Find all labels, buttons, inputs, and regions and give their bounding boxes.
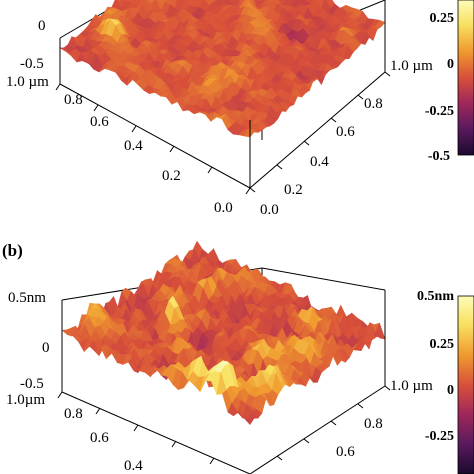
panel-b-colorbar-tick: 0.25 bbox=[430, 337, 455, 352]
panel-b-box-front bbox=[61, 290, 386, 474]
panel-b: (b) 0.5nm 0 -0.5 1.0µm 0.8 0.6 0.4 bbox=[2, 240, 474, 474]
panel-b-y-tick: 0.8 bbox=[64, 406, 83, 422]
panel-b-y-tick: 0.4 bbox=[124, 458, 143, 474]
panel-a-y-tick: 0.8 bbox=[64, 92, 83, 108]
panel-a-y-tick: 1.0 µm bbox=[6, 74, 49, 90]
panel-b-x-tick: 0.6 bbox=[336, 444, 355, 460]
panel-a-y-tick: 0.2 bbox=[162, 168, 181, 184]
panel-a-colorbar bbox=[457, 0, 474, 156]
panel-a-z-tick: 0 bbox=[38, 18, 46, 34]
panel-b-surface bbox=[61, 240, 386, 425]
panel-a-z-tick: -0.5 bbox=[20, 56, 44, 72]
panel-b-x-tick-marks bbox=[276, 385, 391, 461]
panel-b-colorbar-tick: 0.5nm bbox=[417, 289, 454, 304]
panel-a-x-tick: 0.6 bbox=[336, 124, 355, 140]
panel-a-y-tick-marks bbox=[55, 83, 251, 195]
panel-b-z-tick: 0 bbox=[42, 340, 50, 356]
surface-facet bbox=[243, 128, 255, 138]
panel-a-x-tick: 1.0 µm bbox=[390, 58, 433, 74]
panel-b-z-tick: -0.5 bbox=[20, 376, 44, 392]
panel-a-x-tick: 0.2 bbox=[284, 182, 303, 198]
panel-a-colorbar-tick: 0.25 bbox=[430, 11, 455, 26]
panel-b-colorbar bbox=[457, 295, 474, 474]
panel-a-y-tick: 0.6 bbox=[90, 114, 109, 130]
panel-a-x-tick-marks bbox=[249, 71, 391, 193]
panel-b-z-tick: 0.5nm bbox=[8, 290, 46, 306]
panel-a-box-front bbox=[59, 0, 386, 189]
panel-b-x-tick: 0.8 bbox=[364, 416, 383, 432]
panel-a-colorbar-tick: -0.5 bbox=[428, 149, 450, 164]
panel-b-colorbar-tick: 0 bbox=[447, 383, 454, 398]
panel-b-y-tick: 1.0µm bbox=[6, 392, 45, 408]
panel-b-label: (b) bbox=[2, 241, 23, 260]
panel-b-x-tick: 1.0 µm bbox=[390, 378, 433, 394]
panel-b-y-tick-marks bbox=[57, 391, 215, 465]
panel-a-colorbar-tick: -0.25 bbox=[425, 104, 454, 119]
panel-a-x-tick: 0.4 bbox=[310, 154, 329, 170]
panel-a-y-tick: 0.4 bbox=[124, 138, 143, 154]
panel-a: 0 -0.5 1.0 µm 0.8 0.6 0.4 0.2 0.0 1.0 µm… bbox=[6, 0, 474, 218]
panel-b-y-tick: 0.6 bbox=[90, 430, 109, 446]
panel-a-y-tick: 0.0 bbox=[214, 200, 233, 216]
surface-facet bbox=[243, 417, 255, 425]
panel-a-x-tick: 0.0 bbox=[260, 202, 279, 218]
panel-a-x-tick: 0.8 bbox=[364, 96, 383, 112]
panel-a-colorbar-tick: 0 bbox=[447, 57, 454, 72]
panel-b-colorbar-tick: -0.25 bbox=[425, 429, 454, 444]
panel-a-surface bbox=[58, 0, 386, 138]
